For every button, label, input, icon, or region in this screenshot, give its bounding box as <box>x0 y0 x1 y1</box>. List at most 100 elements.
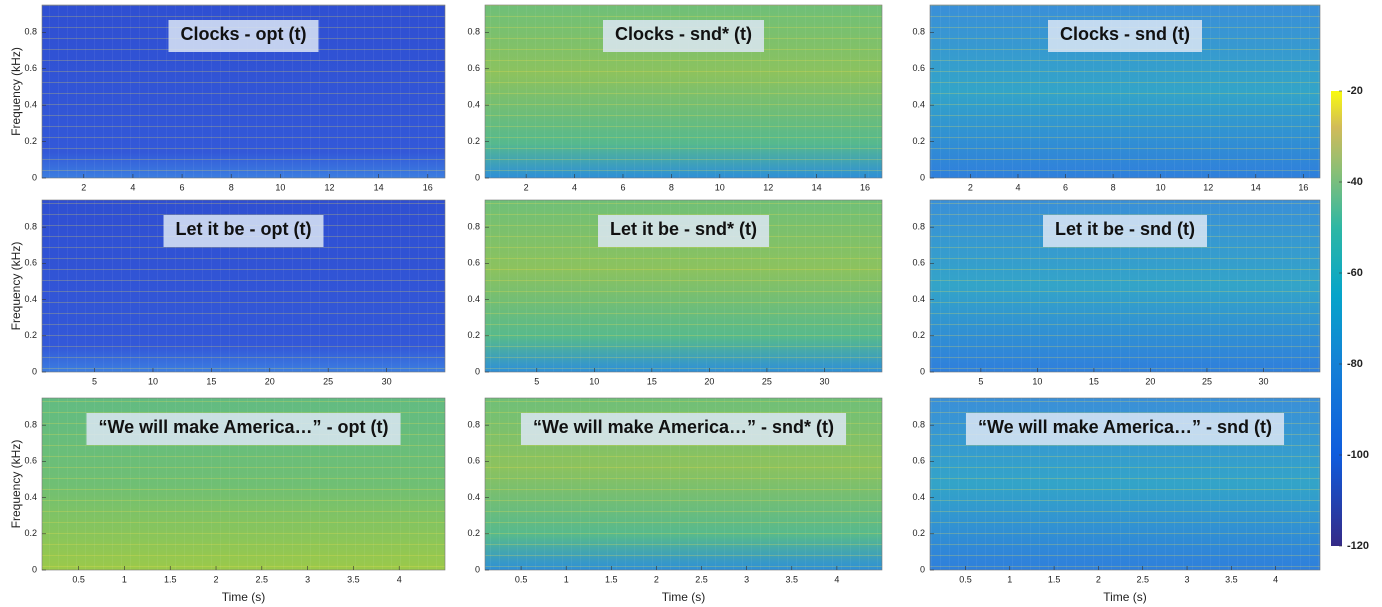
y-tick-label: 0.2 <box>467 528 480 538</box>
panel-title: Clocks - opt (t) <box>181 24 307 44</box>
x-tick-label: 12 <box>763 182 773 192</box>
x-tick-label: 0.5 <box>959 574 972 584</box>
y-tick-label: 0 <box>475 564 480 574</box>
title-box <box>598 215 769 247</box>
title-box <box>965 413 1285 445</box>
title-box <box>1047 20 1203 52</box>
y-tick-label: 0 <box>920 366 925 376</box>
x-tick-label: 2 <box>214 574 219 584</box>
x-axis-label: Time (s) <box>1103 590 1147 604</box>
y-tick-label: 0.6 <box>24 456 37 466</box>
y-tick-label: 0.2 <box>912 330 925 340</box>
axes-frame <box>484 199 883 373</box>
x-tick-label: 25 <box>762 376 772 386</box>
x-tick-label: 4 <box>397 574 402 584</box>
axes-frame <box>929 397 1321 571</box>
panel-title: Let it be - snd* (t) <box>610 219 757 239</box>
colorbar-tick-label: -80 <box>1347 358 1363 370</box>
x-tick-label: 10 <box>715 182 725 192</box>
x-tick-label: 3 <box>305 574 310 584</box>
x-tick-label: 20 <box>1145 376 1155 386</box>
x-tick-label: 15 <box>206 376 216 386</box>
x-tick-label: 8 <box>669 182 674 192</box>
y-tick-label: 0.2 <box>912 136 925 146</box>
x-tick-label: 0.5 <box>515 574 528 584</box>
x-tick-label: 3.5 <box>347 574 360 584</box>
x-tick-label: 15 <box>1089 376 1099 386</box>
x-tick-label: 15 <box>647 376 657 386</box>
y-tick-label: 0.2 <box>24 528 37 538</box>
panel-title: Let it be - snd (t) <box>1055 219 1195 239</box>
y-axis-label: Frequency (kHz) <box>9 242 23 331</box>
panel-title: Clocks - snd* (t) <box>615 24 752 44</box>
x-tick-label: 16 <box>423 182 433 192</box>
x-tick-label: 2.5 <box>695 574 708 584</box>
x-tick-label: 2 <box>81 182 86 192</box>
y-tick-label: 0 <box>475 172 480 182</box>
x-tick-label: 8 <box>1111 182 1116 192</box>
y-tick-label: 0.2 <box>24 136 37 146</box>
panel-title: Clocks - snd (t) <box>1060 24 1190 44</box>
x-tick-label: 10 <box>275 182 285 192</box>
y-tick-label: 0.2 <box>467 330 480 340</box>
x-tick-label: 10 <box>589 376 599 386</box>
x-tick-label: 14 <box>374 182 384 192</box>
y-tick-label: 0.2 <box>912 528 925 538</box>
axes-frame <box>484 397 883 571</box>
x-tick-label: 5 <box>534 376 539 386</box>
y-tick-label: 0.6 <box>467 258 480 268</box>
x-tick-label: 16 <box>1298 182 1308 192</box>
x-tick-label: 1.5 <box>605 574 618 584</box>
x-tick-label: 3.5 <box>1225 574 1238 584</box>
colorbar-tick-label: -100 <box>1347 449 1369 461</box>
y-tick-label: 0 <box>32 564 37 574</box>
y-tick-label: 0.4 <box>912 294 925 304</box>
axes-frame <box>484 4 883 179</box>
x-tick-label: 6 <box>620 182 625 192</box>
y-tick-label: 0.4 <box>467 100 480 110</box>
axes-frame <box>41 397 446 571</box>
axes-frame <box>41 4 446 179</box>
x-tick-label: 2 <box>524 182 529 192</box>
x-tick-label: 4 <box>130 182 135 192</box>
x-tick-label: 6 <box>180 182 185 192</box>
title-box <box>163 215 324 247</box>
x-tick-label: 14 <box>1251 182 1261 192</box>
colorbar-tick-label: -20 <box>1347 85 1363 97</box>
x-tick-label: 12 <box>324 182 334 192</box>
axes-frame <box>929 4 1321 179</box>
y-tick-label: 0.4 <box>912 492 925 502</box>
x-tick-label: 1.5 <box>164 574 177 584</box>
y-tick-label: 0.2 <box>467 136 480 146</box>
x-axis-label: Time (s) <box>662 590 706 604</box>
y-tick-label: 0.2 <box>24 330 37 340</box>
x-tick-label: 6 <box>1063 182 1068 192</box>
x-axis-label: Time (s) <box>222 590 266 604</box>
panel-title: Let it be - opt (t) <box>176 219 312 239</box>
panel-title: “We will make America…” - snd (t) <box>978 417 1272 437</box>
title-box <box>520 413 847 445</box>
y-tick-label: 0.8 <box>912 222 925 232</box>
x-tick-label: 8 <box>229 182 234 192</box>
y-tick-label: 0.8 <box>24 27 37 37</box>
x-tick-label: 4 <box>1273 574 1278 584</box>
panel-title: “We will make America…” - opt (t) <box>98 417 388 437</box>
colorbar <box>1331 91 1342 546</box>
x-tick-label: 25 <box>1202 376 1212 386</box>
x-tick-label: 20 <box>704 376 714 386</box>
x-tick-label: 2.5 <box>256 574 269 584</box>
y-tick-label: 0.8 <box>24 420 37 430</box>
x-tick-label: 2 <box>1096 574 1101 584</box>
y-tick-label: 0 <box>32 172 37 182</box>
y-tick-label: 0 <box>920 172 925 182</box>
x-tick-label: 2.5 <box>1136 574 1149 584</box>
y-tick-label: 0.8 <box>912 27 925 37</box>
y-tick-label: 0.4 <box>467 294 480 304</box>
title-box <box>86 413 401 445</box>
x-tick-label: 30 <box>819 376 829 386</box>
x-tick-label: 4 <box>834 574 839 584</box>
axes-frame <box>929 199 1321 373</box>
x-tick-label: 10 <box>1032 376 1042 386</box>
x-tick-label: 14 <box>812 182 822 192</box>
